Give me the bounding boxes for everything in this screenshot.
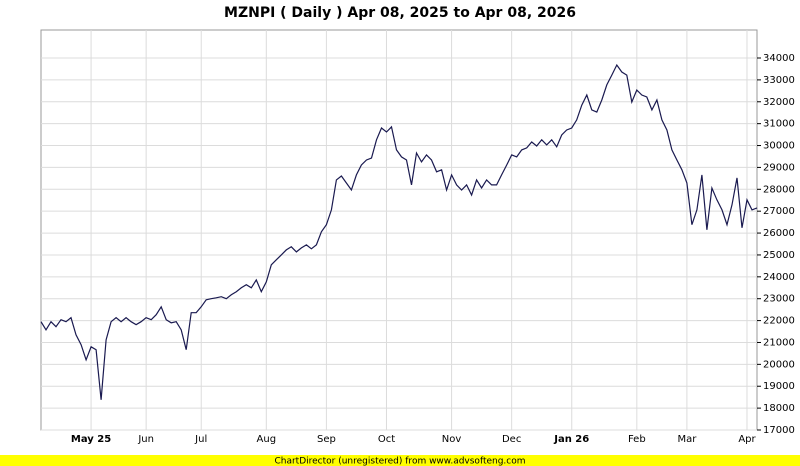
y-tick-label: 31000: [763, 119, 795, 130]
price-line: [40, 63, 758, 400]
y-tick-label: 32000: [763, 97, 795, 108]
x-tick-label: Mar: [677, 434, 697, 445]
y-tick-label: 29000: [763, 162, 795, 173]
x-tick-label: Oct: [378, 434, 395, 445]
y-tick-label: 27000: [763, 206, 795, 217]
x-tick-label: Dec: [502, 434, 521, 445]
y-tick-label: 24000: [763, 272, 795, 283]
y-tick-label: 30000: [763, 141, 795, 152]
y-tick-label: 25000: [763, 250, 795, 261]
y-tick-label: 18000: [763, 403, 795, 414]
plot-area: [40, 29, 758, 431]
y-tick-label: 26000: [763, 228, 795, 239]
x-tick-label: Jul: [194, 434, 207, 445]
chart-title: MZNPI ( Daily ) Apr 08, 2025 to Apr 08, …: [224, 5, 576, 21]
y-tick-label: 21000: [763, 337, 795, 348]
y-tick-label: 23000: [763, 294, 795, 305]
y-tick-label: 34000: [763, 53, 795, 64]
y-tick-label: 19000: [763, 381, 795, 392]
y-tick-label: 20000: [763, 359, 795, 370]
y-tick-label: 17000: [763, 425, 795, 436]
footer: ChartDirector (unregistered) from www.ad…: [274, 457, 525, 466]
y-tick-label: 33000: [763, 75, 795, 86]
x-tick-label: Sep: [317, 434, 336, 445]
x-tick-label: May 25: [71, 434, 111, 445]
x-tick-label: Apr: [738, 434, 756, 445]
y-tick-label: 22000: [763, 316, 795, 327]
footer-band: [0, 455, 800, 466]
x-tick-label: Feb: [628, 434, 646, 445]
x-tick-label: Jan 26: [553, 434, 589, 445]
x-tick-label: Jun: [137, 434, 154, 445]
x-tick-label: Nov: [442, 434, 462, 445]
x-tick-label: Aug: [257, 434, 277, 445]
y-tick-label: 28000: [763, 184, 795, 195]
